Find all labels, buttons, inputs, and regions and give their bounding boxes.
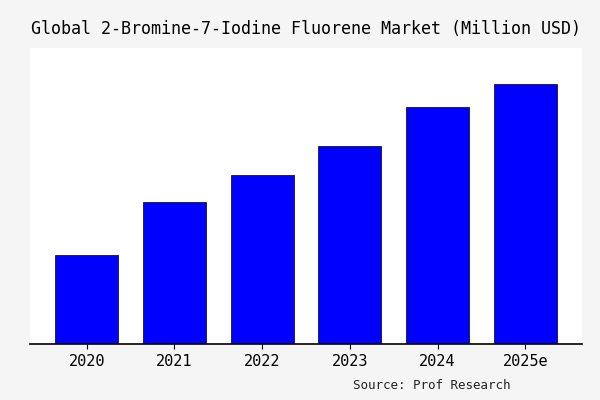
Bar: [406, 107, 469, 344]
Bar: [55, 255, 118, 344]
Bar: [318, 146, 382, 344]
Text: Source: Prof Research: Source: Prof Research: [353, 379, 511, 392]
Title: Global 2-Bromine-7-Iodine Fluorene Market (Million USD): Global 2-Bromine-7-Iodine Fluorene Marke…: [31, 20, 581, 38]
Bar: [230, 175, 294, 344]
Bar: [494, 84, 557, 344]
Bar: [143, 202, 206, 344]
